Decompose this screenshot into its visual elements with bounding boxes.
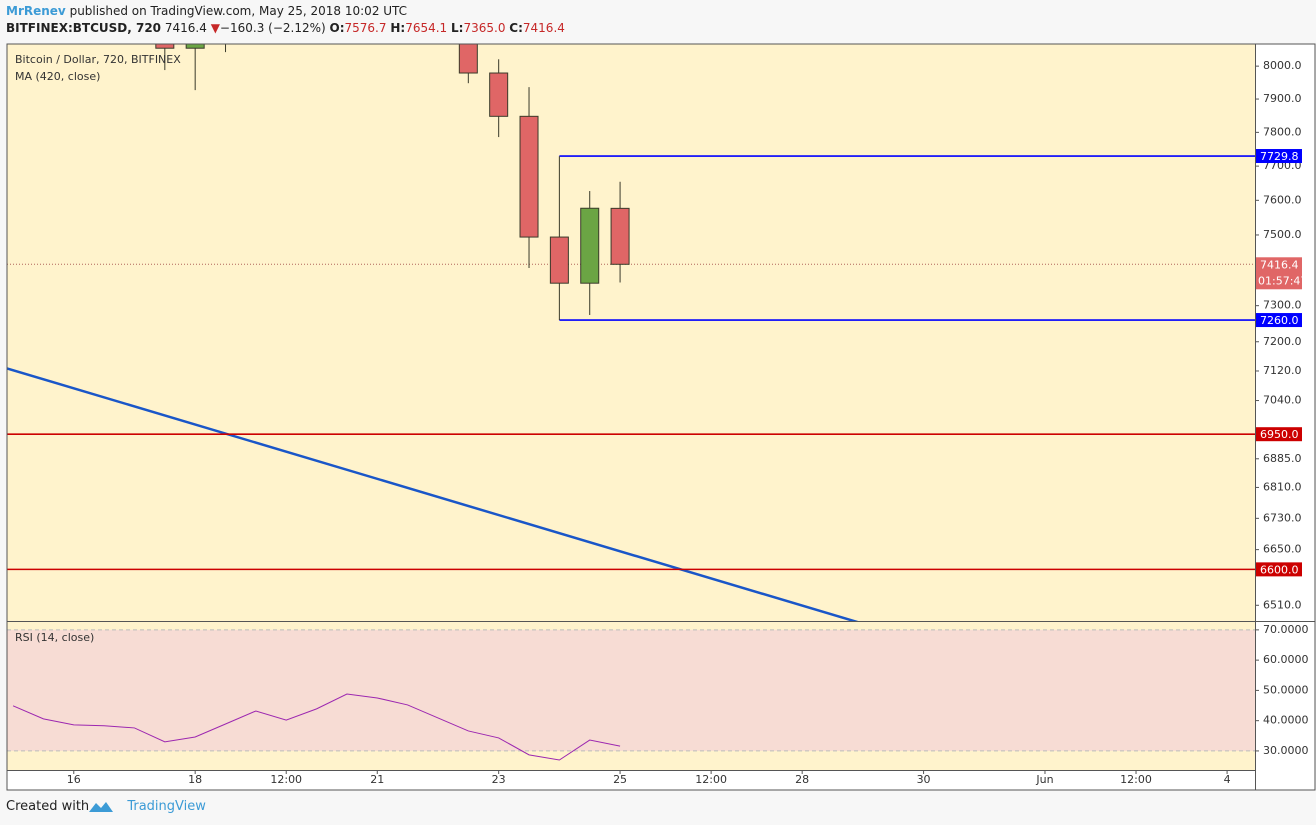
- candle-body: [580, 207, 600, 284]
- candle-body: [519, 115, 539, 238]
- y-tick-label: 7800.0: [1263, 125, 1302, 138]
- logo: [89, 802, 113, 812]
- level-label: 7729.8: [1260, 150, 1299, 163]
- c-label: C:: [509, 21, 523, 35]
- last: 7416.4: [164, 21, 207, 35]
- x-tick-label: 12:00: [1120, 773, 1152, 786]
- x-tick-label: Jun: [1035, 773, 1053, 786]
- y-tick-label: 7600.0: [1263, 193, 1302, 206]
- y-tick-label: 7040.0: [1263, 394, 1302, 407]
- price-pane: [7, 44, 1255, 621]
- level-label: 6950.0: [1260, 428, 1299, 441]
- candle-body: [489, 72, 509, 117]
- y-tick-label: 60.0000: [1263, 653, 1309, 666]
- candle-body: [549, 236, 569, 284]
- rsi-band: [7, 629, 1255, 751]
- candle-body: [458, 44, 478, 74]
- footer: Created with TradingView: [6, 799, 206, 814]
- y-tick-label: 6885.0: [1263, 452, 1302, 465]
- y-tick-label: 7300.0: [1263, 299, 1302, 312]
- level-label: 7260.0: [1260, 314, 1299, 327]
- x-tick-label: 30: [917, 773, 931, 786]
- l-label: L:: [451, 21, 464, 35]
- x-tick-label: 18: [188, 773, 202, 786]
- o: 7576.7: [344, 21, 387, 35]
- change: −160.3 (−2.12%): [219, 21, 326, 35]
- chart: 8000.07900.07800.07700.07600.07500.07300…: [6, 34, 1316, 791]
- frame: [6, 43, 1316, 791]
- candle-body: [217, 34, 235, 37]
- x-tick-label: 12:00: [695, 773, 727, 786]
- level-tag: [1256, 562, 1302, 577]
- x-tick-label: 4: [1224, 773, 1231, 786]
- header-line: MrRenev published on TradingView.com, Ma…: [6, 4, 407, 18]
- legend: MA (420, close): [15, 70, 100, 83]
- y-tick-label: 7900.0: [1263, 92, 1302, 105]
- author[interactable]: MrRenev: [6, 4, 66, 18]
- y-tick-label: 50.0000: [1263, 683, 1309, 696]
- candle-body: [610, 207, 630, 265]
- x-tick-label: 25: [613, 773, 627, 786]
- y-tick-label: 7120.0: [1263, 364, 1302, 377]
- y-tick-label: 70.0000: [1263, 623, 1309, 636]
- candle-body: [185, 44, 205, 49]
- level-tag: [1256, 313, 1302, 328]
- symbol: BITFINEX:BTCUSD, 720: [6, 21, 162, 35]
- x-tick-label: 21: [370, 773, 384, 786]
- y-tick-label: 6730.0: [1263, 511, 1302, 524]
- l: 7365.0: [463, 21, 506, 35]
- o-label: O:: [329, 21, 345, 35]
- y-tick-label: 6810.0: [1263, 480, 1302, 493]
- arrow: ▼: [210, 21, 220, 35]
- y-tick-label: 6650.0: [1263, 543, 1302, 556]
- candle-body: [155, 44, 175, 49]
- last-tag: [1256, 257, 1302, 290]
- x-tick-label: 23: [492, 773, 506, 786]
- y-tick-label: 8000.0: [1263, 59, 1302, 72]
- rsi-title: RSI (14, close): [15, 631, 94, 644]
- x-tick-label: 28: [795, 773, 809, 786]
- time-axis: [7, 770, 1255, 790]
- y-tick-label: 30.0000: [1263, 744, 1309, 757]
- price-axis: [1255, 44, 1315, 790]
- trendline: [7, 367, 859, 621]
- brand[interactable]: TradingView: [127, 799, 206, 814]
- h: 7654.1: [405, 21, 448, 35]
- h-label: H:: [390, 21, 406, 35]
- level-tag: [1256, 149, 1302, 164]
- y-tick-label: 7200.0: [1263, 335, 1302, 348]
- y-tick-label: 7500.0: [1263, 228, 1302, 241]
- y-tick-label: 40.0000: [1263, 714, 1309, 727]
- created: Created with: [6, 799, 90, 814]
- rsi-line: [12, 693, 621, 761]
- y-tick-label: 6510.0: [1263, 598, 1302, 611]
- c: 7416.4: [522, 21, 565, 35]
- symbol-line: BITFINEX:BTCUSD, 720 7416.4 ▼−160.3 (−2.…: [6, 21, 565, 35]
- level-label: 6600.0: [1260, 563, 1299, 576]
- published: published on TradingView.com, May 25, 20…: [69, 4, 408, 18]
- countdown: 01:57:47: [1258, 274, 1307, 287]
- last-label: 7416.4: [1260, 258, 1299, 271]
- level-tag: [1256, 427, 1302, 442]
- x-tick-label: 12:00: [270, 773, 302, 786]
- legend: Bitcoin / Dollar, 720, BITFINEX: [15, 53, 181, 66]
- x-tick-label: 16: [67, 773, 81, 786]
